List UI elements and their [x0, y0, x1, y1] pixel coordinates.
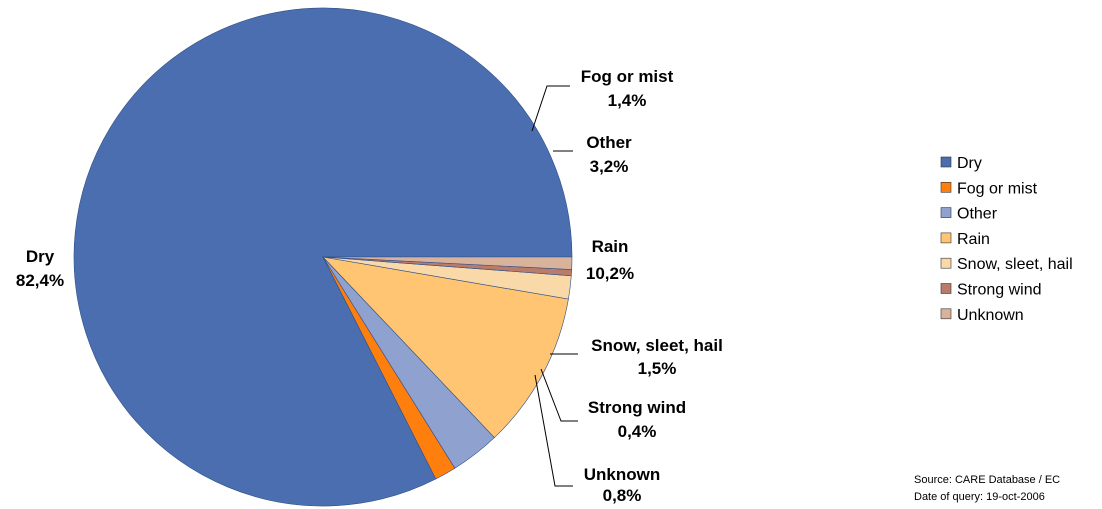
legend-swatch-strong-wind	[940, 283, 952, 294]
pie-slices	[73, 7, 573, 507]
slice-value-fog-or-mist: 1,4%	[608, 91, 647, 110]
slice-value-rain: 10,2%	[586, 264, 634, 283]
legend-label-other: Other	[957, 206, 998, 223]
slice-value-dry: 82,4%	[16, 271, 64, 290]
legend-swatch-other	[940, 207, 952, 218]
slice-label-rain: Rain	[592, 237, 629, 256]
legend-swatch-rain	[940, 232, 952, 244]
legend-label-rain: Rain	[957, 231, 990, 248]
legend-label-unknown: Unknown	[957, 307, 1024, 324]
pie-slice-unknown	[322, 256, 573, 270]
legend-swatch-fog-or-mist	[940, 182, 952, 193]
legend-label-dry: Dry	[957, 155, 982, 172]
legend-label-snow-sleet-hail: Snow, sleet, hail	[957, 256, 1073, 273]
slice-labels: Dry 82,4% Fog or mist 1,4% Other 3,2% Rain 10,2…	[16, 67, 723, 505]
legend-label-fog-or-mist: Fog or mist	[957, 180, 1038, 197]
source-line: Source: CARE Database / EC	[914, 474, 1060, 486]
legend-swatch-snow-sleet-hail	[940, 257, 952, 269]
leader-line-fog-or-mist	[531, 85, 570, 132]
legend-swatch-dry	[940, 156, 952, 168]
leader-lines	[531, 85, 578, 487]
slice-label-snow-sleet-hail: Snow, sleet, hail	[591, 336, 723, 355]
legend: Dry Fog or mist Other Rain Snow, sleet, hail…	[940, 155, 1073, 324]
source-note: Source: CARE Database / EC Date of query…	[914, 474, 1060, 503]
slice-label-strong-wind: Strong wind	[588, 398, 686, 417]
slice-label-other: Other	[586, 133, 632, 152]
legend-swatch-unknown	[940, 308, 952, 320]
leader-line-unknown	[534, 374, 573, 487]
slice-value-strong-wind: 0,4%	[618, 422, 657, 441]
slice-label-fog-or-mist: Fog or mist	[581, 67, 674, 86]
legend-label-strong-wind: Strong wind	[957, 282, 1042, 299]
slice-label-unknown: Unknown	[584, 465, 661, 484]
slice-label-dry: Dry	[26, 247, 55, 266]
slice-value-other: 3,2%	[590, 157, 629, 176]
date-of-query-line: Date of query: 19-oct-2006	[914, 491, 1045, 503]
slice-value-unknown: 0,8%	[603, 486, 642, 505]
leader-line-strong-wind	[540, 368, 578, 422]
slice-value-snow-sleet-hail: 1,5%	[638, 359, 677, 378]
